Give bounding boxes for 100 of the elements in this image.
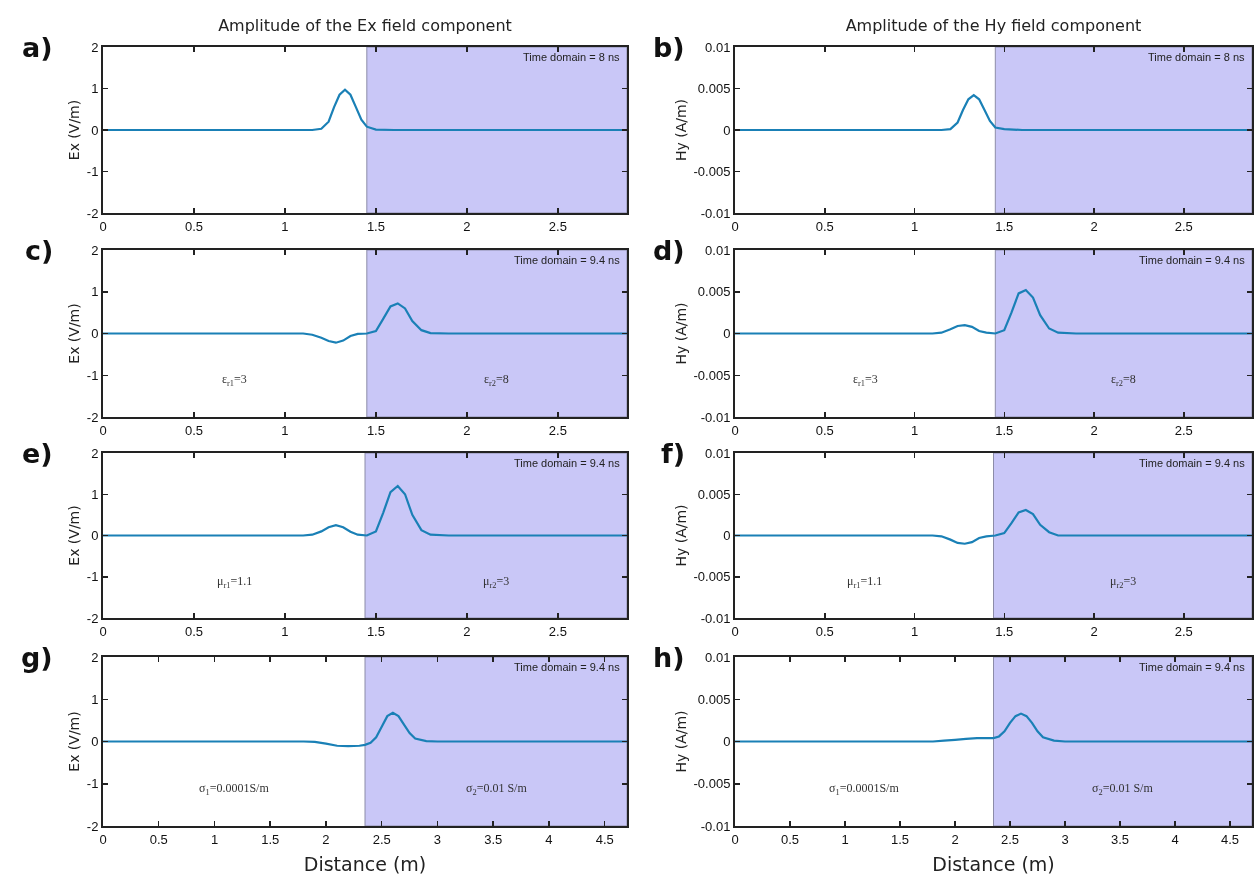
y-tick-label: -0.01 [700, 409, 731, 425]
y-tick-label: 0.01 [705, 649, 731, 665]
text: d) [653, 235, 685, 266]
x-tick-label: 0.5 [184, 218, 204, 234]
x-tick-label: 1.5 [995, 422, 1014, 438]
y-tick-label: 0.005 [697, 81, 731, 97]
x-tick-label: 0.5 [149, 831, 168, 847]
x-tick-label: 1.5 [261, 831, 280, 847]
y-tick-label: -0.005 [693, 367, 731, 383]
x-tick-label: 3 [1061, 831, 1069, 847]
x-tick-label: 1 [910, 623, 919, 639]
x-tick-label: 4.5 [1220, 831, 1240, 847]
x-tick-label: 3.5 [1110, 831, 1130, 847]
y-tick-label: 0 [723, 528, 731, 544]
annotation: ε$_{r2}$=8 [1111, 372, 1136, 388]
y-tick-label: -1 [86, 776, 99, 792]
x-tick-label: 2 [463, 422, 471, 438]
y-tick-label: 1 [91, 81, 99, 97]
x-tick-label: 1.5 [995, 218, 1014, 234]
text: g) [21, 642, 53, 673]
x-tick-label: 3.5 [484, 831, 503, 847]
x-tick-label: 2.5 [548, 422, 567, 438]
x-tick-label: 2.5 [548, 623, 567, 639]
y-tick-label: -0.005 [693, 776, 731, 792]
y-tick-label: -0.01 [700, 205, 731, 221]
x-axis-title: Distance (m) [303, 852, 427, 875]
y-tick-label: 0 [91, 528, 99, 544]
x-tick-label: 2.5 [1000, 831, 1020, 847]
x-tick-label: 0.5 [184, 623, 204, 639]
y-tick-label: -0.01 [700, 818, 731, 834]
x-tick-label: 1 [210, 831, 219, 847]
text: b) [653, 32, 685, 63]
annotation: ε$_{r2}$=8 [484, 372, 509, 388]
line-series [735, 712, 1252, 743]
y-axis-title: Hy (A/m) [672, 710, 689, 773]
y-tick-label: 2 [91, 649, 99, 665]
x-tick-label: 2 [463, 623, 471, 639]
x-tick-label: 1 [841, 831, 849, 847]
text: h) [653, 642, 685, 673]
x-tick-label: 0.5 [815, 218, 834, 234]
x-tick-label: 3 [433, 831, 442, 847]
y-axis-title: Hy (A/m) [672, 504, 689, 567]
annotation: Time domain = 9.4 ns [514, 254, 621, 266]
x-tick-label: 1 [281, 422, 289, 438]
annotation: ε$_{r1}$=3 [222, 372, 247, 388]
annotation: μ$_{r1}$=1.1 [217, 574, 253, 590]
x-tick-label: 1.5 [995, 623, 1014, 639]
text: c) [25, 235, 54, 266]
y-tick-label: 0.01 [705, 39, 731, 55]
y-axis-title: Ex (V/m) [65, 99, 82, 161]
y-tick-label: 2 [91, 242, 99, 258]
x-tick-label: 2 [1090, 422, 1098, 438]
y-tick-label: 0 [723, 734, 731, 750]
line-series [103, 302, 627, 344]
x-tick-label: 2 [322, 831, 330, 847]
x-tick-label: 1.5 [366, 218, 385, 234]
x-tick-label: 0.5 [780, 831, 800, 847]
annotation: μ$_{r2}$=3 [483, 574, 510, 590]
x-tick-label: 2.5 [548, 218, 567, 234]
y-tick-label: -1 [86, 164, 99, 180]
y-axis-title: Hy (A/m) [672, 302, 689, 365]
annotation: σ$_{2}$=0.01 S/m [466, 781, 528, 797]
annotation: Time domain = 9.4 ns [1139, 254, 1246, 266]
y-tick-label: 2 [91, 445, 99, 461]
y-tick-label: 0.01 [705, 445, 731, 461]
y-tick-label: -2 [86, 205, 99, 221]
x-tick-label: 2.5 [1174, 623, 1193, 639]
chart-title: Amplitude of the Hy field component [845, 15, 1142, 35]
annotation: μ$_{r2}$=3 [1110, 574, 1137, 590]
x-tick-label: 1.5 [366, 422, 385, 438]
x-tick-label: 2.5 [1174, 218, 1193, 234]
y-tick-label: -1 [86, 569, 99, 585]
y-tick-label: -0.005 [693, 164, 731, 180]
annotation: Time domain = 9.4 ns [514, 457, 621, 469]
y-tick-label: 1 [91, 691, 99, 707]
x-tick-label: 2.5 [372, 831, 391, 847]
line-series [735, 508, 1252, 545]
y-tick-label: 0 [723, 122, 731, 138]
y-tick-label: 0 [91, 734, 99, 750]
y-tick-label: 0 [723, 326, 731, 342]
y-axis-title: Ex (V/m) [65, 711, 82, 772]
annotation: Time domain = 9.4 ns [514, 661, 621, 673]
y-tick-label: 0 [91, 122, 99, 138]
y-tick-label: -2 [86, 818, 99, 834]
annotation: σ$_{1}$=0.0001S/m [829, 781, 900, 797]
annotation: Time domain = 8 ns [523, 51, 620, 63]
x-tick-label: 2 [951, 831, 959, 847]
y-tick-label: -0.01 [700, 610, 731, 626]
y-tick-label: -2 [86, 610, 99, 626]
y-tick-label: 0.005 [697, 691, 731, 707]
y-tick-label: 0.005 [697, 486, 731, 502]
x-tick-label: 1 [281, 623, 289, 639]
y-tick-label: 0.005 [697, 284, 731, 300]
x-tick-label: 4 [1171, 831, 1179, 847]
text: f) [661, 438, 686, 469]
annotation: μ$_{r1}$=1.1 [847, 574, 883, 590]
y-axis-title: Hy (A/m) [672, 98, 689, 162]
y-tick-label: 1 [91, 284, 99, 300]
x-tick-label: 2 [1090, 623, 1098, 639]
annotation: Time domain = 9.4 ns [1139, 661, 1246, 673]
